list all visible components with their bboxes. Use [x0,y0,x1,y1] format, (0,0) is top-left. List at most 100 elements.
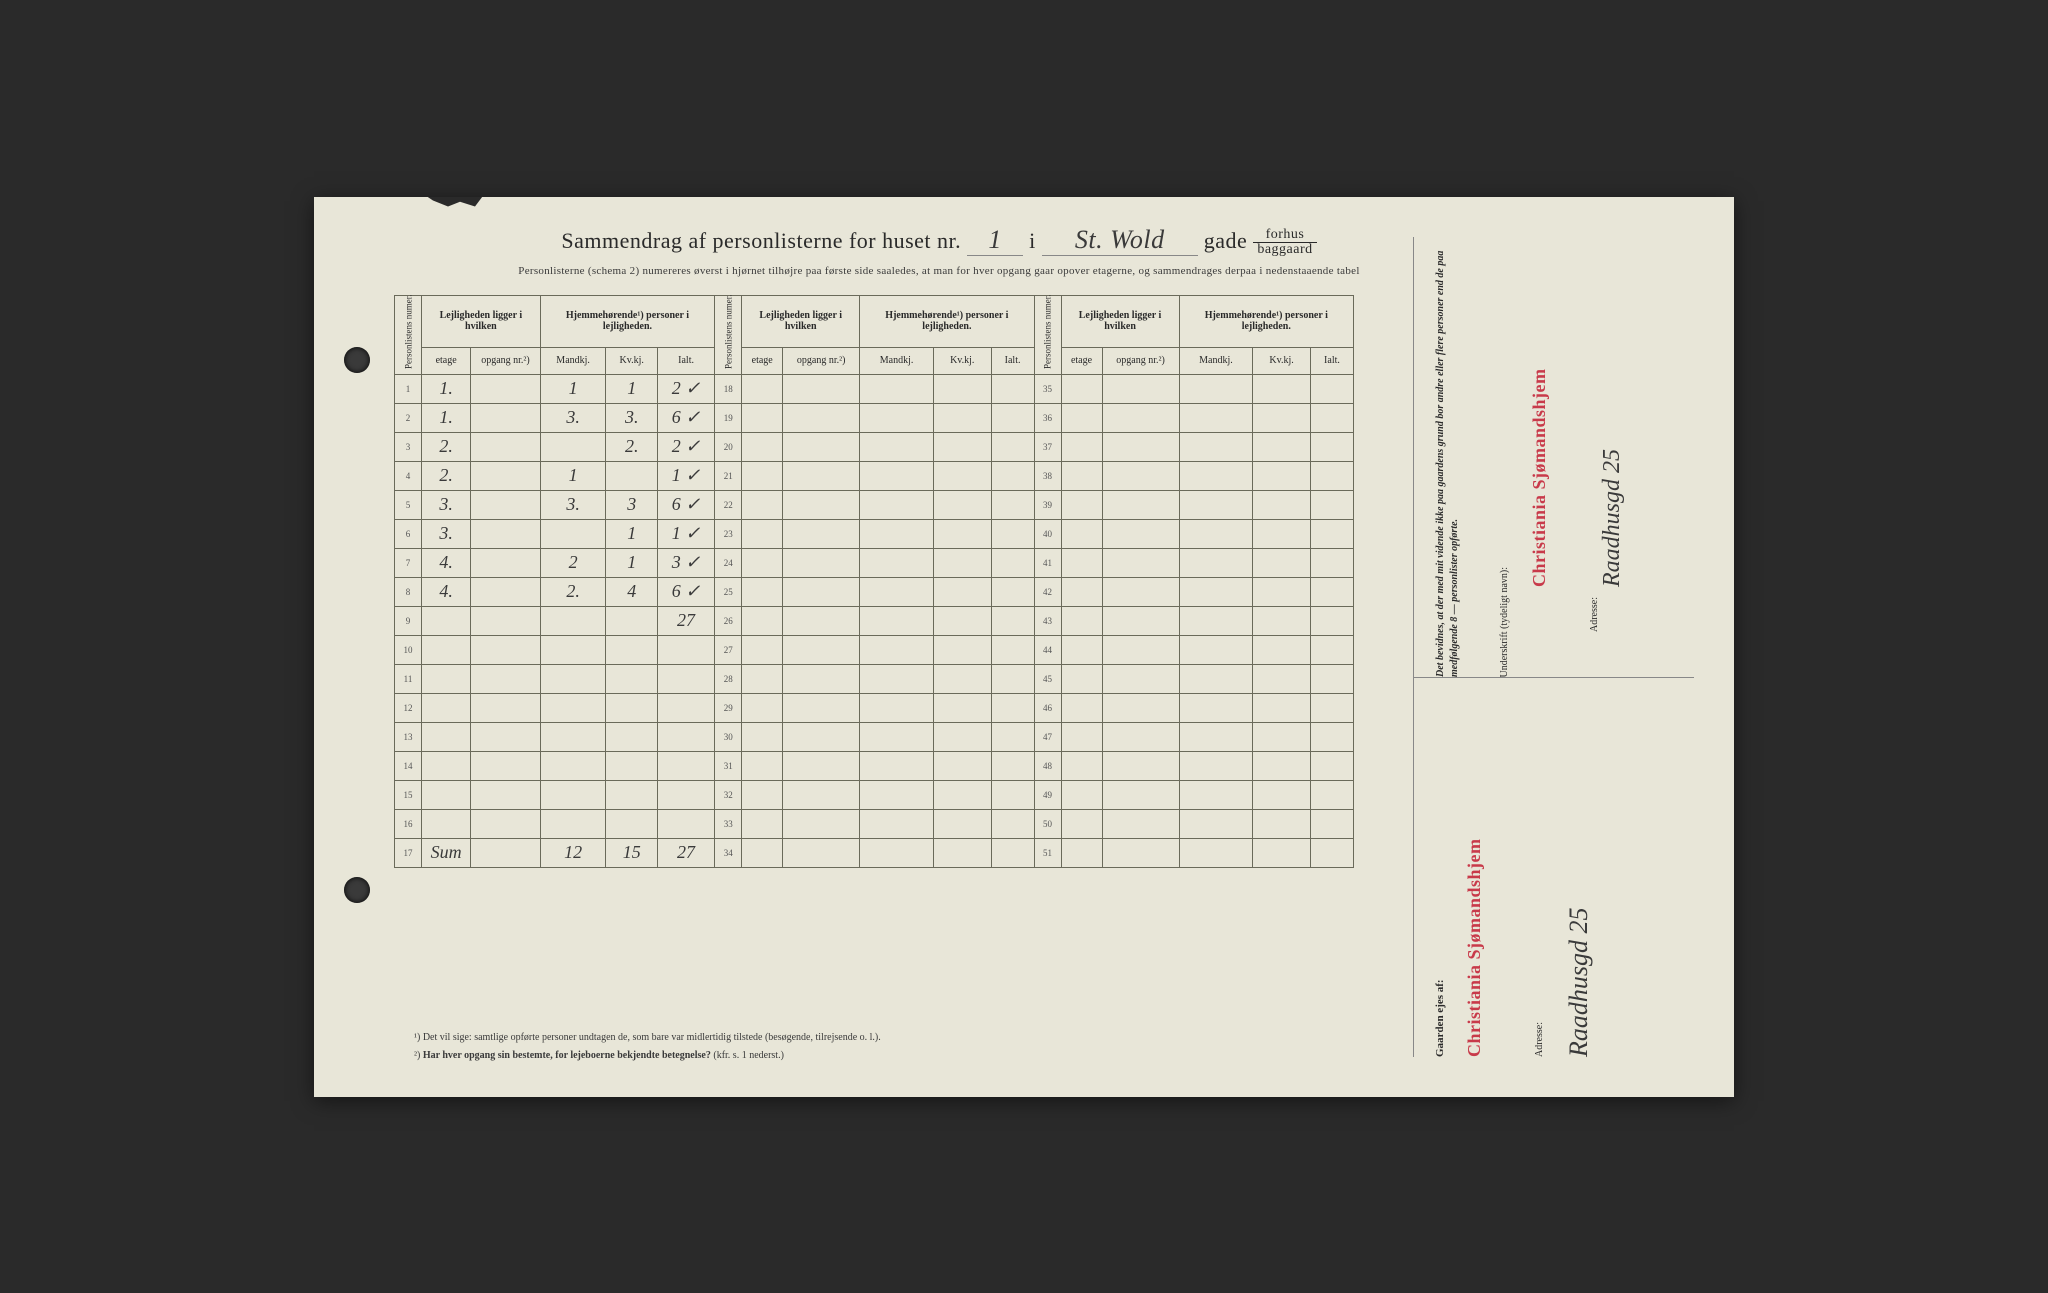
cell-etage [1061,780,1102,809]
col-hjemmehorende-1: Hjemmehørende¹) personer i lejligheden. [540,295,714,347]
cell-etage [742,664,783,693]
cell-ialt [991,664,1034,693]
row-number: 8 [395,577,422,606]
right-panel: Det bevidnes, at der med mit vidende ikk… [1413,237,1694,1057]
row-number: 51 [1034,838,1061,867]
cell-ialt [991,432,1034,461]
sub-mandkj-1: Mandkj. [540,347,606,374]
row-number: 31 [715,751,742,780]
cell-kvkj [1253,838,1311,867]
table-row: 63.11 ✓2340 [395,519,1354,548]
cell-kvkj [933,838,991,867]
cell-mandkj [1179,490,1253,519]
row-number: 14 [395,751,422,780]
cell-opgang [471,693,541,722]
cell-kvkj [933,374,991,403]
paper-tear [424,197,484,207]
row-number: 23 [715,519,742,548]
cell-mandkj [1179,809,1253,838]
cell-opgang [1102,374,1179,403]
cell-kvkj [933,490,991,519]
title-mid: i [1029,228,1036,253]
row-number: 49 [1034,780,1061,809]
cell-etage [422,664,471,693]
table-row: 163350 [395,809,1354,838]
cell-etage: 3. [422,490,471,519]
cell-opgang [783,722,860,751]
cell-etage: 1. [422,403,471,432]
cell-ialt: 6 ✓ [657,403,714,432]
subtitle-instructions: Personlisterne (schema 2) numereres øver… [464,265,1414,277]
cell-ialt [991,635,1034,664]
row-number: 35 [1034,374,1061,403]
cell-mandkj [540,722,606,751]
cell-mandkj [540,664,606,693]
separator [1414,677,1694,678]
owner-stamp: Christiania Sjømandshjem [1464,717,1485,1057]
row-number: 20 [715,432,742,461]
cell-kvkj [933,751,991,780]
cell-etage: 4. [422,548,471,577]
cell-ialt [1310,780,1353,809]
sub-ialt-3: Ialt. [1310,347,1353,374]
cell-opgang [1102,519,1179,548]
cell-kvkj [933,780,991,809]
row-number: 22 [715,490,742,519]
cell-ialt [1310,722,1353,751]
cell-opgang [1102,693,1179,722]
cell-etage [1061,751,1102,780]
cell-kvkj [606,809,657,838]
punch-hole [344,877,370,903]
cell-ialt [991,606,1034,635]
cell-ialt [991,577,1034,606]
cell-opgang [471,548,541,577]
cell-mandkj: 1 [540,461,606,490]
row-number: 25 [715,577,742,606]
cell-ialt [1310,519,1353,548]
cell-etage [422,635,471,664]
cell-kvkj [606,664,657,693]
cell-opgang [783,403,860,432]
address-label-1: Adresse: [1589,597,1600,632]
cell-ialt [1310,751,1353,780]
fraction-bottom: baggaard [1253,243,1316,257]
sub-etage-1: etage [422,347,471,374]
footnote-1: ¹) Det vil sige: samtlige opførte person… [414,1029,881,1047]
cell-opgang [1102,780,1179,809]
cell-kvkj [1253,548,1311,577]
cell-mandkj: 12 [540,838,606,867]
cell-kvkj [1253,519,1311,548]
table-row: 133047 [395,722,1354,751]
cell-kvkj [606,693,657,722]
cell-mandkj [860,838,934,867]
sub-opgang-2: opgang nr.²) [783,347,860,374]
census-form-page: Sammendrag af personlisterne for huset n… [314,197,1734,1097]
cell-opgang [783,519,860,548]
cell-etage [1061,374,1102,403]
cell-mandkj [540,780,606,809]
cell-mandkj [860,780,934,809]
sub-kvkj-1: Kv.kj. [606,347,657,374]
row-number: 3 [395,432,422,461]
cell-opgang [1102,751,1179,780]
cell-etage [742,548,783,577]
cell-mandkj [860,519,934,548]
cell-etage: Sum [422,838,471,867]
title-prefix: Sammendrag af personlisterne for huset n… [561,228,961,253]
cell-ialt: 1 ✓ [657,519,714,548]
punch-hole [344,347,370,373]
cell-opgang [471,809,541,838]
cell-ialt: 27 [657,606,714,635]
cell-opgang [471,664,541,693]
cell-ialt [657,809,714,838]
sub-opgang-1: opgang nr.²) [471,347,541,374]
cell-ialt [1310,635,1353,664]
cell-mandkj [540,606,606,635]
row-number: 39 [1034,490,1061,519]
row-number: 16 [395,809,422,838]
cell-etage [1061,606,1102,635]
row-number: 5 [395,490,422,519]
cell-ialt [991,403,1034,432]
cell-etage [742,809,783,838]
cell-opgang [783,751,860,780]
